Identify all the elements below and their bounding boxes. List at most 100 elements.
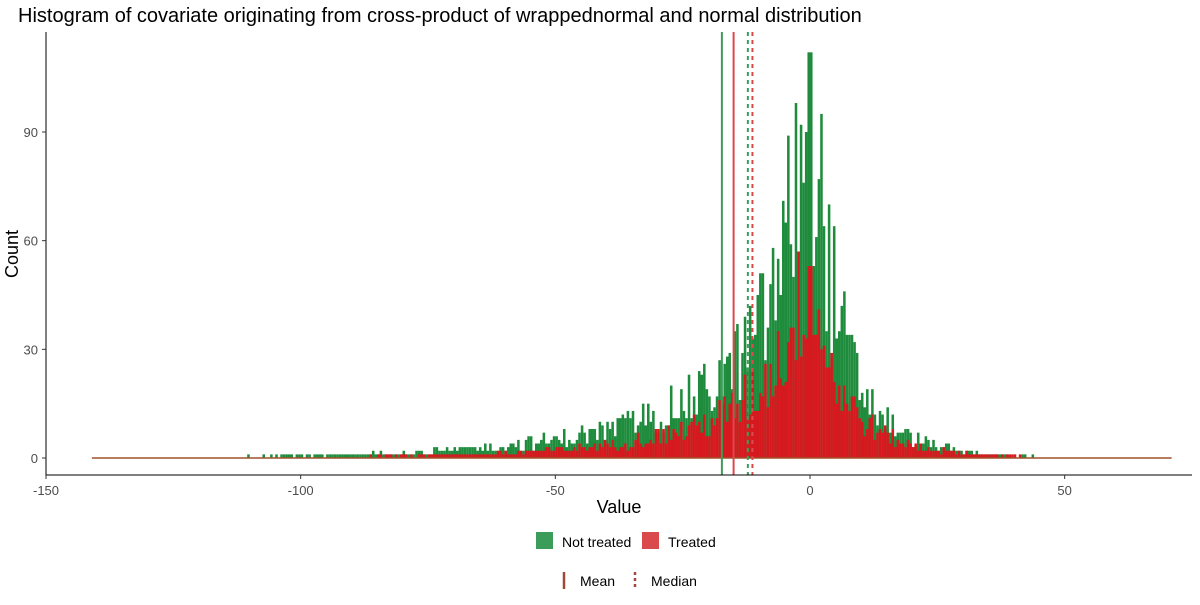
bar-not-treated xyxy=(1021,454,1024,458)
bar-treated xyxy=(433,454,436,458)
bar-treated xyxy=(756,410,760,458)
bar-treated xyxy=(944,450,948,458)
bar-treated xyxy=(629,447,632,458)
bar-treated xyxy=(845,403,849,458)
bar-treated xyxy=(906,439,910,458)
bar-treated xyxy=(456,454,459,458)
bar-not-treated xyxy=(473,447,477,458)
x-tick-label: -150 xyxy=(33,483,59,498)
x-ticks: -150 -100 -50 0 50 xyxy=(33,475,1072,498)
x-tick-label: 50 xyxy=(1057,483,1071,498)
bar-treated xyxy=(810,266,813,458)
bar-treated xyxy=(494,454,497,458)
bar-not-treated xyxy=(506,447,510,458)
bar-treated xyxy=(534,450,538,458)
bar-treated xyxy=(876,432,879,458)
bar-not-treated xyxy=(527,436,530,458)
bar-not-treated xyxy=(794,103,798,459)
bar-not-treated xyxy=(840,305,844,458)
bar-not-treated xyxy=(843,291,846,458)
bar-not-treated xyxy=(873,414,877,458)
bar-not-treated xyxy=(552,436,556,458)
bar-treated xyxy=(817,309,821,458)
bar-treated xyxy=(573,447,576,458)
y-ticks: 0 30 60 90 xyxy=(24,125,46,466)
bar-treated xyxy=(899,443,902,458)
bar-not-treated xyxy=(280,454,283,458)
bar-treated xyxy=(448,454,451,458)
bar-not-treated xyxy=(916,432,920,458)
bar-not-treated xyxy=(489,443,492,458)
bar-not-treated xyxy=(924,436,928,458)
bar-treated xyxy=(588,447,591,458)
bar-treated xyxy=(708,436,711,458)
bar-treated xyxy=(667,425,670,458)
bar-not-treated xyxy=(608,429,612,458)
treated-bars xyxy=(91,251,1172,459)
bar-not-treated xyxy=(746,367,749,458)
bar-not-treated xyxy=(601,425,604,458)
bar-not-treated xyxy=(644,425,648,458)
bar-treated xyxy=(1018,454,1022,458)
bar-treated xyxy=(812,334,816,458)
bar-treated xyxy=(759,392,762,458)
bar-treated xyxy=(692,414,696,458)
bar-treated xyxy=(927,447,930,458)
bar-not-treated xyxy=(736,323,739,458)
bar-treated xyxy=(438,454,441,458)
bar-not-treated xyxy=(621,414,625,458)
bar-treated xyxy=(738,421,742,458)
bar-treated xyxy=(377,454,380,458)
x-axis-label: Value xyxy=(597,497,642,517)
bar-not-treated xyxy=(435,447,439,458)
bar-treated xyxy=(896,439,900,458)
bar-not-treated xyxy=(445,447,449,458)
bar-treated xyxy=(781,385,785,458)
bar-treated xyxy=(860,421,864,458)
bar-treated xyxy=(669,439,673,458)
bar-treated xyxy=(399,454,403,458)
bar-treated xyxy=(934,450,938,458)
bar-treated xyxy=(802,334,805,458)
bar-treated xyxy=(827,367,831,458)
bar-treated xyxy=(435,454,439,458)
bar-treated xyxy=(417,454,421,458)
bar-treated xyxy=(527,450,530,458)
bar-not-treated xyxy=(827,204,831,458)
bar-treated xyxy=(713,425,716,458)
legend-label-median: Median xyxy=(651,573,697,589)
y-tick-label: 30 xyxy=(24,342,38,357)
bar-treated xyxy=(631,447,635,458)
bar-treated xyxy=(983,454,986,458)
bar-not-treated xyxy=(341,454,344,458)
bar-not-treated xyxy=(514,447,518,458)
bar-treated xyxy=(993,454,996,458)
bar-not-treated xyxy=(583,432,586,458)
bar-treated xyxy=(384,454,388,458)
bar-not-treated xyxy=(616,418,619,458)
bar-not-treated xyxy=(354,454,357,458)
bar-treated xyxy=(761,396,765,458)
bar-not-treated xyxy=(904,429,907,458)
bar-not-treated xyxy=(624,418,627,458)
bar-not-treated xyxy=(478,447,482,458)
bar-treated xyxy=(634,439,637,458)
bar-treated xyxy=(428,454,431,458)
bar-not-treated xyxy=(270,454,273,458)
bar-treated xyxy=(621,447,625,458)
bar-not-treated xyxy=(359,454,362,458)
bar-treated xyxy=(868,418,872,458)
bar-not-treated xyxy=(700,374,704,458)
bar-treated xyxy=(649,439,653,458)
bar-treated xyxy=(995,454,999,458)
bar-not-treated xyxy=(298,454,301,458)
bar-not-treated xyxy=(820,113,823,458)
bar-treated xyxy=(430,454,434,458)
bar-treated xyxy=(662,429,665,458)
bar-treated xyxy=(766,407,770,458)
bar-not-treated xyxy=(619,418,622,458)
y-tick-label: 90 xyxy=(24,125,38,140)
bar-treated xyxy=(725,421,729,458)
bar-treated xyxy=(601,447,604,458)
bar-treated xyxy=(471,454,474,458)
